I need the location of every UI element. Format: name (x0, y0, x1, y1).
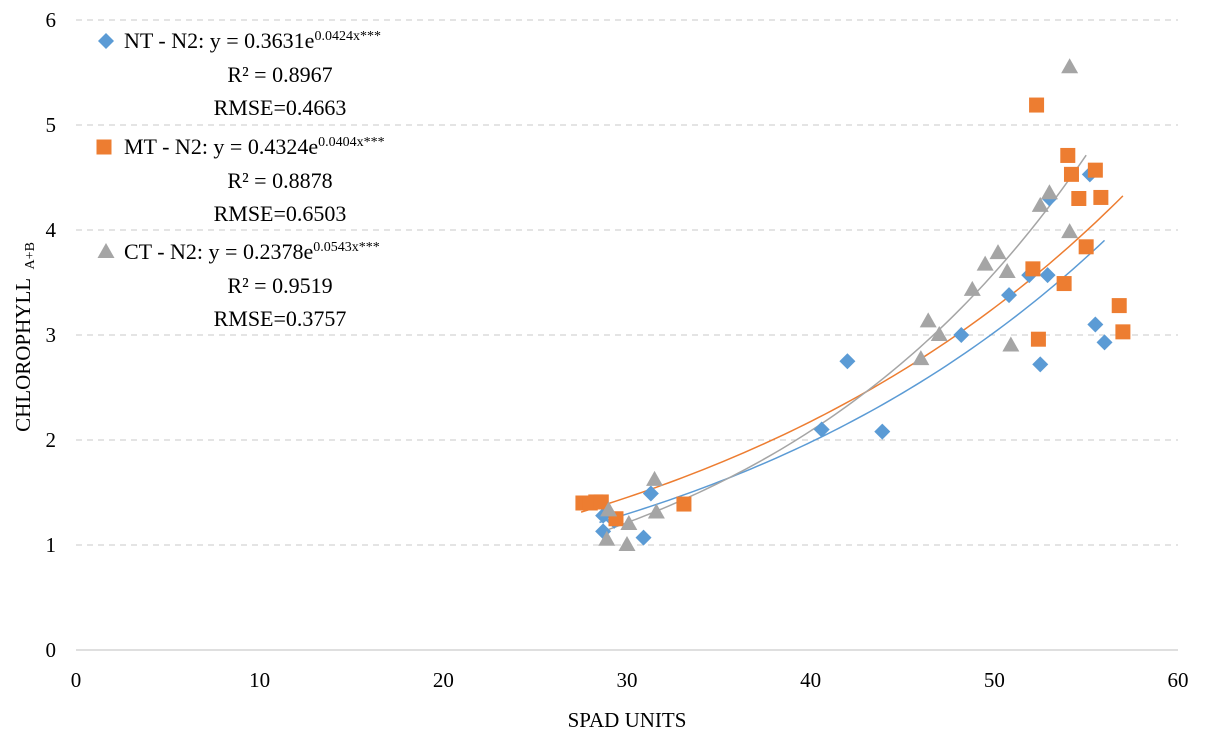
point-diamond (1039, 267, 1056, 284)
point-diamond (839, 353, 856, 370)
point-triangle (1061, 58, 1079, 74)
point-square (676, 496, 692, 512)
trendline-square (580, 195, 1124, 513)
point-square (1093, 189, 1109, 205)
legend-equation-exponent: 0.0424x*** (314, 29, 381, 44)
legend-equation: CT - N2: y = 0.2378e0.0543x*** (124, 239, 380, 264)
point-triangle (912, 350, 930, 366)
point-triangle (1002, 336, 1020, 352)
x-axis-title: SPAD UNITS (568, 708, 687, 732)
legend-rmse: RMSE=0.6503 (214, 201, 347, 226)
point-square (1029, 97, 1045, 113)
y-tick-label: 4 (46, 218, 57, 242)
legend-r2: R² = 0.8878 (227, 168, 332, 193)
point-square (1111, 298, 1127, 314)
y-tick-label: 2 (46, 428, 57, 452)
point-diamond (642, 485, 659, 502)
x-tick-label: 50 (984, 668, 1005, 692)
point-triangle (963, 280, 981, 296)
point-triangle (919, 312, 937, 328)
point-diamond (1096, 334, 1113, 351)
x-tick-label: 60 (1168, 668, 1189, 692)
point-square (1087, 162, 1103, 178)
point-triangle (598, 530, 616, 546)
y-axis-title: CHLOROPHYLL A+B (11, 242, 38, 432)
trendline-triangle (608, 154, 1087, 531)
point-square (1030, 331, 1046, 347)
legend-equation-main: NT - N2: y = 0.3631e (124, 28, 314, 53)
y-tick-label: 5 (46, 113, 57, 137)
point-triangle (1061, 223, 1079, 239)
grid-layer (76, 19, 1178, 546)
x-tick-label: 0 (71, 668, 82, 692)
point-diamond (953, 327, 970, 343)
y-axis-title-main: CHLOROPHYLL (11, 279, 35, 432)
point-square (1025, 261, 1041, 277)
point-triangle (1040, 184, 1058, 200)
legend-marker-square (96, 139, 112, 155)
y-axis-title-subscript: A+B (23, 242, 38, 269)
x-tick-label: 40 (800, 668, 821, 692)
y-tick-label: 3 (46, 323, 57, 347)
legend-equation: NT - N2: y = 0.3631e0.0424x*** (124, 28, 381, 53)
point-triangle (646, 470, 664, 486)
point-diamond (1087, 316, 1104, 333)
legend-equation-exponent: 0.0543x*** (313, 240, 380, 255)
point-triangle (976, 255, 994, 271)
point-triangle (930, 326, 948, 341)
legend-entry: CT - N2: y = 0.2378e0.0543x*** R² = 0.951… (97, 239, 380, 331)
point-square (1078, 239, 1094, 255)
legend: NT - N2: y = 0.3631e0.0424x*** R² = 0.896… (96, 28, 385, 331)
y-tick-label: 0 (46, 638, 57, 662)
x-tick-label: 10 (249, 668, 270, 692)
point-diamond (813, 421, 830, 438)
legend-r2: R² = 0.8967 (227, 62, 332, 87)
point-triangle (620, 515, 638, 530)
point-diamond (874, 423, 891, 440)
point-square (1063, 166, 1079, 182)
y-tick-label: 1 (46, 533, 57, 557)
point-square (1060, 147, 1076, 163)
point-triangle (600, 501, 618, 517)
trendline-diamond (599, 239, 1106, 524)
x-tick-label: 20 (433, 668, 454, 692)
point-square (1056, 276, 1072, 292)
legend-marker-diamond (98, 33, 114, 49)
point-square (593, 494, 609, 510)
point-triangle (1031, 196, 1049, 212)
legend-equation-main: MT - N2: y = 0.4324e (124, 134, 318, 159)
point-triangle (647, 503, 665, 519)
legend-r2: R² = 0.9519 (227, 273, 332, 298)
legend-equation-main: CT - N2: y = 0.2378e (124, 239, 313, 264)
legend-equation: MT - N2: y = 0.4324e0.0404x*** (124, 134, 385, 159)
point-diamond (1001, 287, 1018, 304)
points-layer (575, 58, 1131, 551)
legend-rmse: RMSE=0.3757 (214, 306, 347, 331)
x-tick-label: 30 (617, 668, 638, 692)
point-square (1115, 324, 1131, 340)
point-diamond (635, 529, 652, 546)
legend-entry: NT - N2: y = 0.3631e0.0424x*** R² = 0.896… (98, 28, 381, 120)
legend-marker-triangle (97, 243, 115, 258)
point-triangle (989, 244, 1007, 260)
point-triangle (618, 536, 636, 551)
point-square (1071, 191, 1087, 206)
y-tick-label: 6 (46, 8, 57, 32)
legend-equation-exponent: 0.0404x*** (318, 135, 385, 150)
legend-entry: MT - N2: y = 0.4324e0.0404x*** R² = 0.887… (96, 134, 385, 226)
point-diamond (1032, 356, 1049, 373)
point-triangle (998, 263, 1016, 278)
legend-rmse: RMSE=0.4663 (214, 95, 347, 120)
